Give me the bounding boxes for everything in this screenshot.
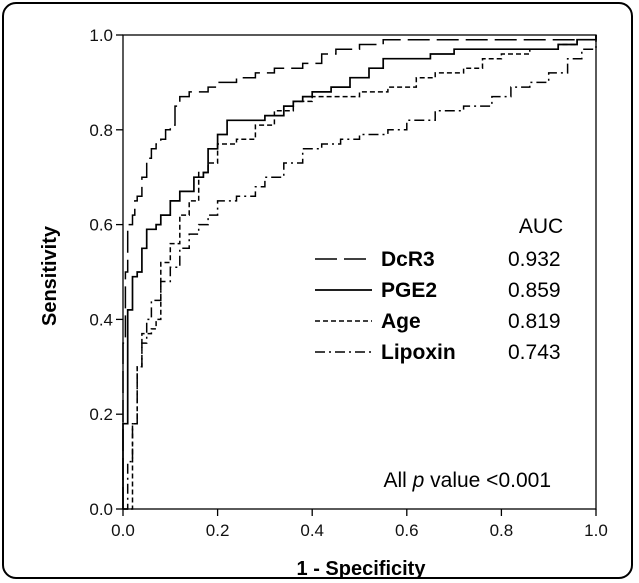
y-tick-label: 0.0 [89, 500, 113, 519]
legend-label-pge2: PGE2 [381, 279, 437, 302]
x-tick-label: 0.8 [490, 521, 514, 540]
legend-auc-pge2: 0.859 [508, 279, 561, 302]
legend-label-dcr3: DcR3 [381, 248, 435, 271]
y-tick-label: 0.6 [89, 216, 113, 235]
curve-age [123, 35, 597, 510]
annotation-p: p [412, 469, 425, 492]
x-axis-title: 1 - Specificity [297, 558, 427, 580]
y-tick-label: 0.8 [89, 121, 113, 140]
x-tick-label: 1.0 [584, 521, 608, 540]
plot-border [122, 34, 597, 510]
legend-auc-age: 0.819 [508, 310, 561, 333]
x-tick-label: 0.6 [395, 521, 419, 540]
p-value-annotation: All p value <0.001 [383, 469, 551, 492]
y-tick-label: 0.2 [89, 405, 113, 424]
annotation-suffix: value <0.001 [424, 469, 551, 492]
x-tick-label: 0.0 [111, 521, 135, 540]
legend: DcR3 0.932 PGE2 0.859 Age 0.819 Lipoxin 0.743 [315, 248, 561, 364]
roc-curves [122, 35, 597, 510]
y-tick-label: 0.4 [89, 310, 113, 329]
axis-ticks: 0.0 0.2 0.4 0.6 0.8 1.0 0.0 0.2 0.4 0.6 0.8 1.0 [89, 26, 607, 540]
legend-auc-lipoxin: 0.743 [508, 341, 561, 364]
legend-label-lipoxin: Lipoxin [381, 341, 456, 364]
curve-dcr3 [122, 35, 597, 509]
legend-header-auc: AUC [519, 215, 563, 238]
y-axis-title: Sensitivity [39, 225, 61, 326]
curve-pge2 [122, 35, 597, 509]
legend-auc-dcr3: 0.932 [508, 248, 561, 271]
curve-lipoxin [123, 35, 597, 510]
x-tick-label: 0.2 [206, 521, 230, 540]
y-tick-label: 1.0 [89, 26, 113, 45]
legend-label-age: Age [381, 310, 421, 333]
x-tick-label: 0.4 [300, 521, 324, 540]
plot-area [122, 34, 597, 510]
annotation-prefix: All [383, 469, 412, 492]
